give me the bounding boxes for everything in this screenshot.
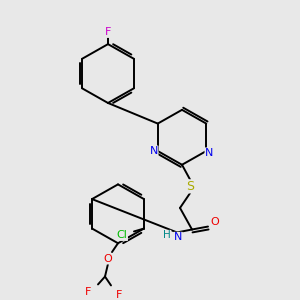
Text: F: F — [85, 287, 91, 297]
Text: F: F — [116, 290, 122, 300]
Text: O: O — [103, 254, 112, 264]
Text: Cl: Cl — [116, 230, 128, 240]
Text: N: N — [150, 146, 158, 156]
Text: F: F — [105, 27, 111, 38]
Text: H: H — [163, 230, 171, 240]
Text: N: N — [174, 232, 182, 242]
Text: O: O — [211, 217, 219, 227]
Text: S: S — [186, 180, 194, 193]
Text: N: N — [205, 148, 213, 158]
